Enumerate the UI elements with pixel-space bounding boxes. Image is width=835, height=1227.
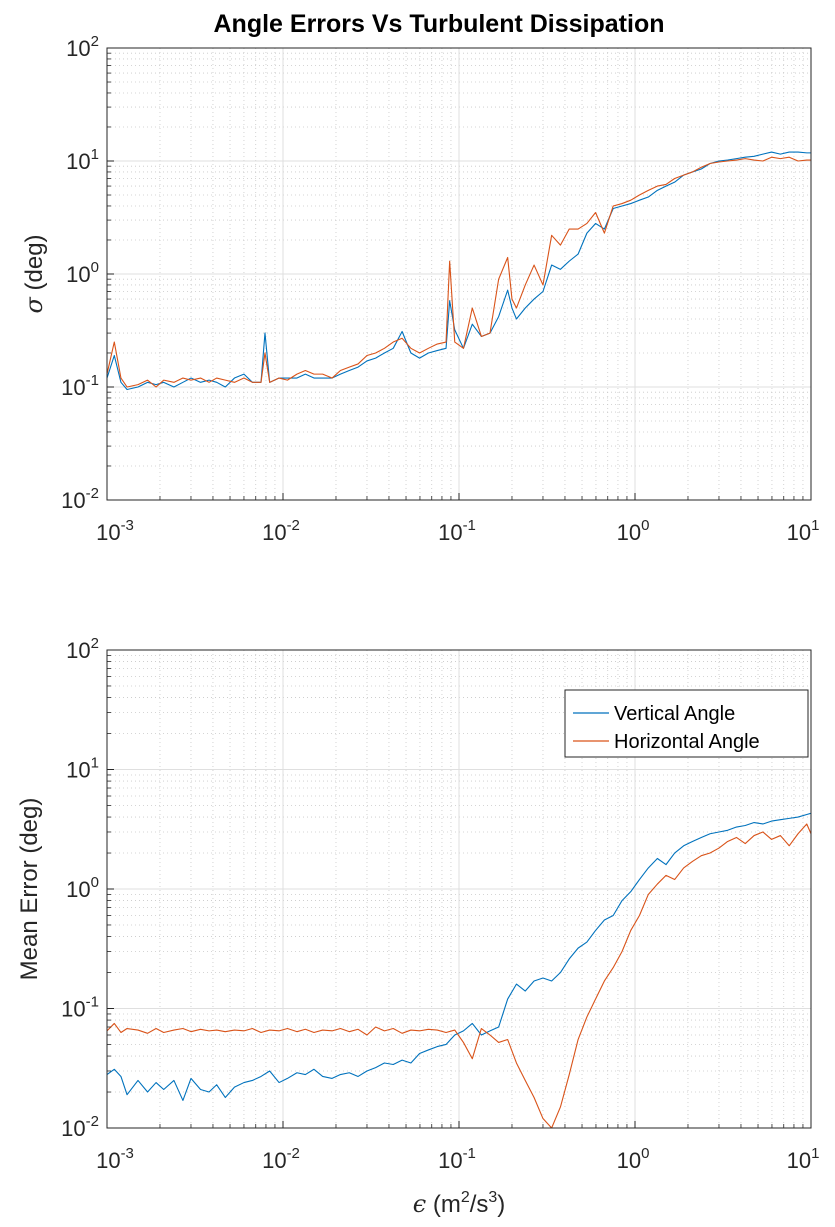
mean-error-x-tick-label: 101 bbox=[787, 1145, 820, 1173]
mean-error-x-tick-label: 10-2 bbox=[262, 1145, 300, 1173]
mean-error-y-tick-label: 102 bbox=[66, 635, 99, 663]
sigma-y-tick-label: 101 bbox=[66, 146, 99, 174]
sigma-x-tick-labels: 10-3 10-2 10-1 100 101 bbox=[96, 517, 819, 545]
mean-error-y-tick-label: 10-1 bbox=[61, 994, 99, 1022]
mean-error-series bbox=[107, 812, 811, 1128]
mean-error-series-horizontal bbox=[107, 823, 811, 1128]
mean-error-y-tick-label: 100 bbox=[66, 874, 99, 902]
sigma-y-tick-label: 100 bbox=[66, 259, 99, 287]
mean-error-series-vertical bbox=[107, 812, 811, 1102]
sigma-x-tick-label: 100 bbox=[617, 517, 650, 545]
mean-error-ticks bbox=[106, 649, 812, 1129]
mean-error-x-tick-label: 10-1 bbox=[438, 1145, 476, 1173]
legend-box bbox=[564, 689, 809, 758]
mean-error-chart: 10-3 10-2 10-1 100 101 10-2 10-1 100 101 102 Mea… bbox=[16, 635, 819, 1218]
mean-error-y-tick-labels: 10-2 10-1 100 101 102 bbox=[61, 635, 99, 1141]
sigma-chart: 10-3 10-2 10-1 100 101 10-2 10-1 100 101 102 σ (… bbox=[20, 33, 819, 545]
sigma-series bbox=[107, 151, 811, 391]
mean-error-x-tick-label: 10-3 bbox=[96, 1145, 134, 1173]
sigma-x-tick-label: 101 bbox=[787, 517, 820, 545]
sigma-x-tick-label: 10-2 bbox=[262, 517, 300, 545]
sigma-x-tick-label: 10-1 bbox=[438, 517, 476, 545]
sigma-x-tick-label: 10-3 bbox=[96, 517, 134, 545]
mean-error-x-tick-labels: 10-3 10-2 10-1 100 101 bbox=[96, 1145, 819, 1173]
mean-error-y-axis-label: Mean Error (deg) bbox=[16, 798, 43, 981]
legend-label-vertical: Vertical Angle bbox=[614, 703, 735, 725]
sigma-grid bbox=[106, 47, 812, 501]
sigma-y-axis-label: σ (deg) bbox=[20, 234, 48, 313]
sigma-y-tick-label: 10-1 bbox=[61, 372, 99, 400]
x-axis-label: ϵ (m2/s3) bbox=[413, 1189, 506, 1218]
sigma-ticks bbox=[106, 47, 812, 501]
mean-error-y-tick-label: 10-2 bbox=[61, 1113, 99, 1141]
legend-label-horizontal: Horizontal Angle bbox=[614, 731, 760, 753]
mean-error-x-tick-label: 100 bbox=[617, 1145, 650, 1173]
sigma-y-tick-labels: 10-2 10-1 100 101 102 bbox=[61, 33, 99, 513]
sigma-series-horizontal bbox=[107, 156, 811, 388]
sigma-y-tick-label: 10-2 bbox=[61, 485, 99, 513]
mean-error-y-tick-label: 101 bbox=[66, 755, 99, 783]
sigma-y-tick-label: 102 bbox=[66, 33, 99, 61]
legend: Vertical Angle Horizontal Angle bbox=[564, 689, 809, 758]
figure-title: Angle Errors Vs Turbulent Dissipation bbox=[214, 10, 665, 38]
mean-error-grid bbox=[106, 649, 812, 1129]
